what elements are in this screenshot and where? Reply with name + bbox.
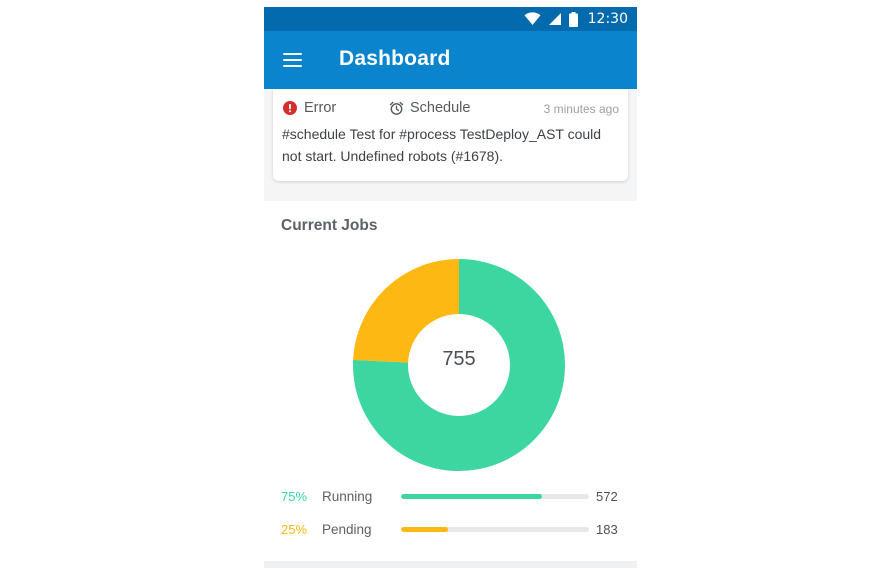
wifi-icon (524, 12, 541, 25)
job-count: 183 (596, 522, 618, 537)
donut-slice-pending (353, 259, 459, 363)
progress-fill (401, 494, 542, 499)
job-row-pending[interactable]: 25% Pending 183 (264, 520, 637, 540)
alert-card[interactable]: Error Schedule 3 minutes ago #schedule T… (273, 89, 628, 181)
job-count: 572 (596, 489, 618, 504)
alert-type-label: Error (304, 100, 337, 116)
job-percent: 75% (281, 489, 308, 504)
job-status-label: Running (322, 489, 373, 504)
progress-track (401, 527, 589, 532)
hamburger-menu-icon[interactable] (280, 47, 306, 73)
job-status-label: Pending (322, 522, 372, 537)
progress-fill (401, 527, 448, 532)
status-time: 12:30 (587, 11, 628, 27)
alert-message: #schedule Test for #process TestDeploy_A… (282, 126, 602, 164)
next-card-edge (264, 561, 637, 568)
alert-source-label: Schedule (410, 100, 471, 116)
section-title: Current Jobs (281, 217, 378, 234)
current-jobs-card: Current Jobs 755 75% Running 572 25% Pen… (264, 201, 637, 561)
donut-center-total: 755 (442, 348, 476, 370)
jobs-donut-chart (353, 259, 565, 471)
alert-timestamp: 3 minutes ago (543, 102, 619, 116)
job-percent: 25% (281, 522, 308, 537)
alarm-clock-icon (389, 101, 404, 115)
phone-screen: 12:30 Dashboard Error Schedule 3 minutes… (264, 7, 637, 568)
progress-track (401, 494, 589, 499)
job-row-running[interactable]: 75% Running 572 (264, 487, 637, 507)
status-bar: 12:30 (264, 7, 637, 31)
donut-slice-running (353, 259, 565, 471)
app-bar: Dashboard (264, 31, 637, 89)
battery-icon (568, 11, 578, 27)
error-circle-icon (283, 101, 297, 115)
signal-icon (548, 13, 561, 25)
page-title: Dashboard (339, 47, 451, 70)
